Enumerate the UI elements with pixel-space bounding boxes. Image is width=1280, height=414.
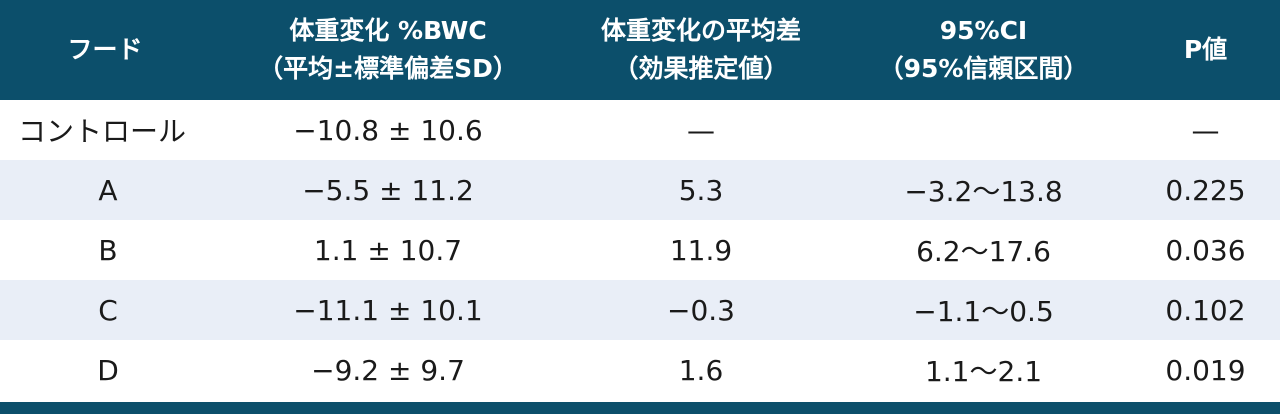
cell-bwc: −10.8 ± 10.6 (293, 113, 483, 147)
table-body: コントロール −10.8 ± 10.6 — — A −5.5 ± 11.2 5.… (0, 100, 1280, 400)
cell-bwc: 1.1 ± 10.7 (313, 233, 463, 267)
cell-diff: 1.6 (678, 353, 724, 387)
table-row: B 1.1 ± 10.7 11.9 6.2〜17.6 0.036 (0, 220, 1280, 280)
table-row: C −11.1 ± 10.1 −0.3 −1.1〜0.5 0.102 (0, 280, 1280, 340)
table-row: D −9.2 ± 9.7 1.6 1.1〜2.1 0.019 (0, 340, 1280, 400)
header-p-label: P値 (1183, 35, 1228, 64)
cell-p: 0.019 (1165, 353, 1246, 387)
cell-p: 0.036 (1165, 233, 1246, 267)
cell-bwc: −9.2 ± 9.7 (311, 353, 465, 387)
header-food: フード (0, 0, 210, 100)
table-header: フード 体重変化 %BWC （平均±標準偏差SD） 体重変化の平均差 （効果推定… (0, 0, 1280, 100)
header-bwc-line1: 体重変化 %BWC (289, 16, 487, 45)
cell-food: D (97, 353, 119, 387)
cell-p: 0.225 (1165, 173, 1246, 207)
cell-food: B (98, 233, 118, 267)
cell-food: C (98, 293, 118, 327)
header-bwc-line2: （平均±標準偏差SD） (258, 54, 518, 83)
cell-food: A (98, 173, 118, 207)
cell-diff: 5.3 (678, 173, 724, 207)
header-ci-line2: （95%信頼区間） (878, 54, 1089, 83)
table-row: コントロール −10.8 ± 10.6 — — (0, 100, 1280, 160)
cell-ci: −1.1〜0.5 (913, 295, 1054, 328)
header-p: P値 (1131, 0, 1280, 100)
cell-ci (836, 100, 1131, 160)
table-row: A −5.5 ± 11.2 5.3 −3.2〜13.8 0.225 (0, 160, 1280, 220)
cell-diff: −0.3 (667, 293, 735, 327)
cell-bwc: −11.1 ± 10.1 (293, 293, 483, 327)
header-bwc: 体重変化 %BWC （平均±標準偏差SD） (210, 0, 566, 100)
header-row: フード 体重変化 %BWC （平均±標準偏差SD） 体重変化の平均差 （効果推定… (0, 0, 1280, 100)
header-diff-line2: （効果推定値） (613, 54, 789, 83)
header-diff-line1: 体重変化の平均差 (600, 16, 801, 45)
header-food-label: フード (67, 35, 143, 64)
cell-ci: 1.1〜2.1 (924, 355, 1043, 388)
cell-diff: 11.9 (669, 233, 733, 267)
cell-ci: 6.2〜17.6 (916, 235, 1051, 268)
cell-food: コントロール (18, 115, 187, 148)
header-diff: 体重変化の平均差 （効果推定値） (566, 0, 836, 100)
cell-p: — (1191, 113, 1220, 147)
results-table: フード 体重変化 %BWC （平均±標準偏差SD） 体重変化の平均差 （効果推定… (0, 0, 1280, 400)
table-bottom-border (0, 402, 1280, 414)
cell-p: 0.102 (1165, 293, 1246, 327)
header-ci: 95%CI （95%信頼区間） (836, 0, 1131, 100)
cell-diff: — (687, 113, 715, 147)
cell-ci: −3.2〜13.8 (904, 175, 1063, 208)
cell-bwc: −5.5 ± 11.2 (302, 173, 474, 207)
header-ci-line1: 95%CI (939, 16, 1028, 45)
